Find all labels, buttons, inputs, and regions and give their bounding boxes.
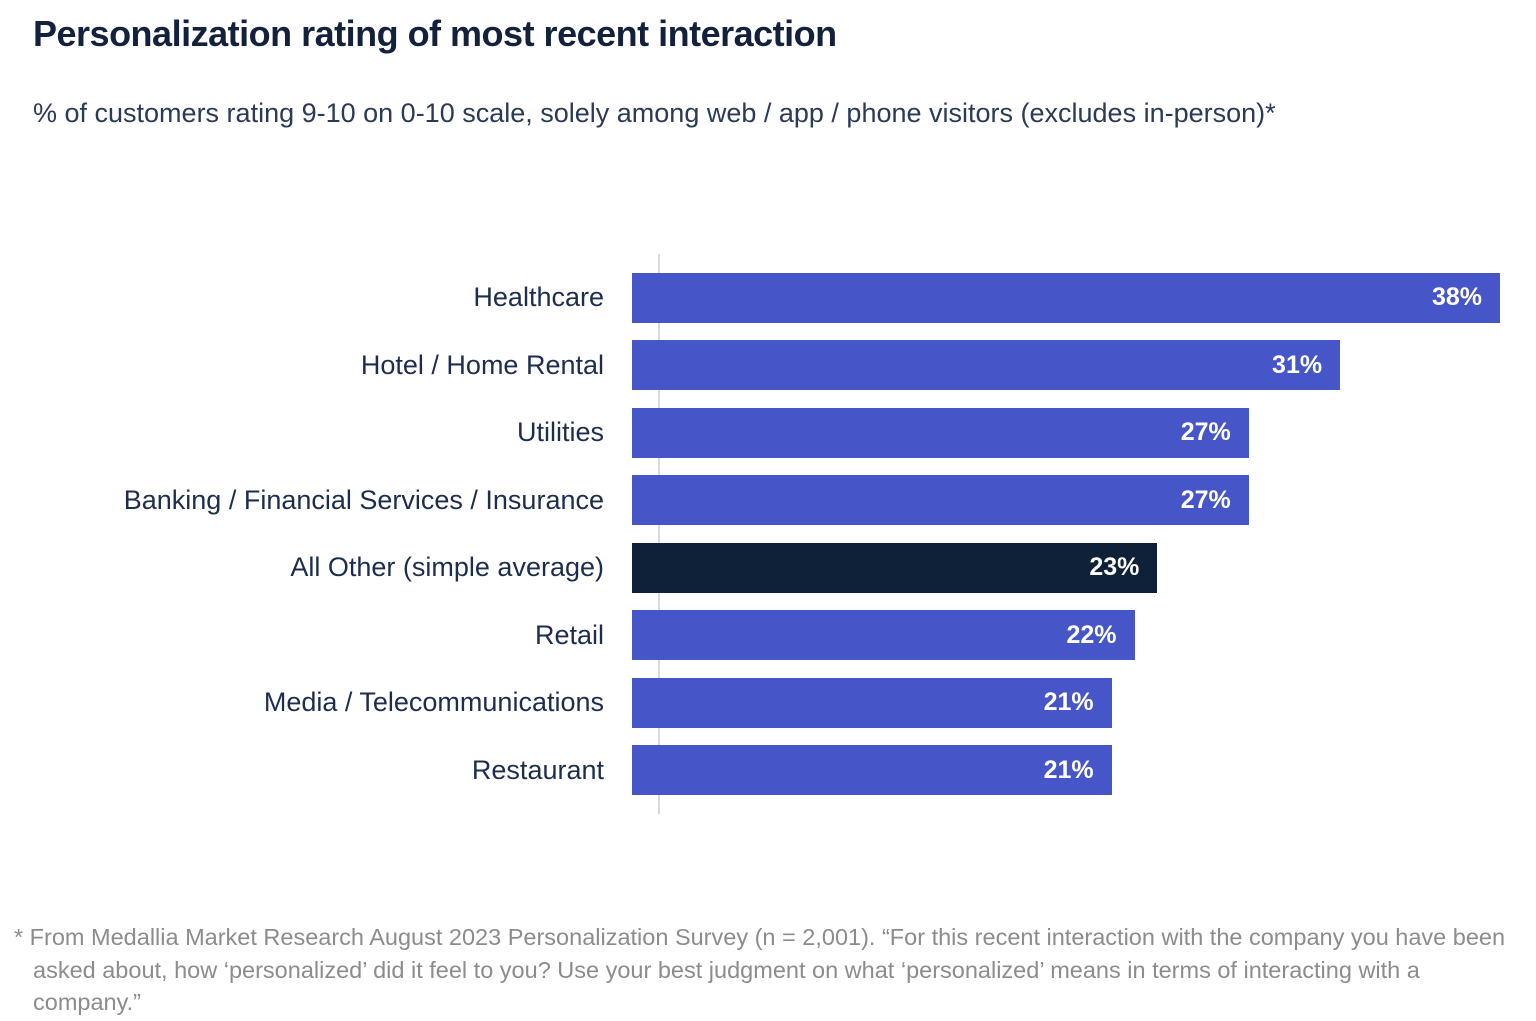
category-label: Banking / Financial Services / Insurance	[123, 484, 604, 515]
value-label: 27%	[1180, 485, 1231, 514]
bar: 27%	[632, 407, 1249, 458]
bar-track: 22%	[632, 610, 1536, 661]
bar: 22%	[632, 610, 1135, 661]
bar-track: 21%	[632, 677, 1536, 728]
bar: 21%	[632, 677, 1112, 728]
bar-track: 27%	[632, 475, 1536, 526]
category-label: Healthcare	[473, 282, 604, 313]
bar: 21%	[632, 745, 1112, 796]
value-label: 31%	[1272, 350, 1323, 379]
value-label: 23%	[1089, 553, 1140, 582]
page-title: Personalization rating of most recent in…	[33, 13, 837, 54]
bar-row: All Other (simple average) 23%	[0, 534, 1536, 602]
bar-rows: Healthcare 38% Hotel / Home Rental 31% Utili…	[0, 264, 1536, 804]
bar-row: Utilities 27%	[0, 399, 1536, 467]
bar-chart: Healthcare 38% Hotel / Home Rental 31% Utili…	[0, 264, 1536, 804]
bar-row: Retail 22%	[0, 602, 1536, 670]
value-label: 21%	[1043, 688, 1094, 717]
bar-row: Banking / Financial Services / Insurance…	[0, 467, 1536, 535]
bar-track: 23%	[632, 542, 1536, 593]
value-label: 27%	[1180, 418, 1231, 447]
bar: 38%	[632, 272, 1500, 323]
bar-highlighted: 23%	[632, 542, 1158, 593]
category-label: Media / Telecommunications	[263, 687, 604, 718]
bar-track: 21%	[632, 745, 1536, 796]
bar: 31%	[632, 340, 1341, 391]
category-label: Retail	[534, 619, 604, 650]
value-label: 38%	[1431, 283, 1482, 312]
bar-row: Hotel / Home Rental 31%	[0, 332, 1536, 400]
y-axis-line	[658, 254, 660, 814]
category-label: Utilities	[516, 417, 604, 448]
value-label: 21%	[1043, 755, 1094, 784]
bar-row: Media / Telecommunications 21%	[0, 669, 1536, 737]
chart-subtitle: % of customers rating 9-10 on 0-10 scale…	[33, 98, 1276, 128]
bar-row: Healthcare 38%	[0, 264, 1536, 332]
value-label: 22%	[1066, 620, 1117, 649]
category-label: Restaurant	[471, 754, 604, 785]
bar-row: Restaurant 21%	[0, 737, 1536, 805]
bar: 27%	[632, 475, 1249, 526]
bar-track: 38%	[632, 272, 1536, 323]
bar-track: 31%	[632, 340, 1536, 391]
category-label: All Other (simple average)	[290, 552, 604, 583]
source-footnote: * From Medallia Market Research August 2…	[14, 924, 1506, 1015]
category-label: Hotel / Home Rental	[360, 349, 604, 380]
bar-track: 27%	[632, 407, 1536, 458]
